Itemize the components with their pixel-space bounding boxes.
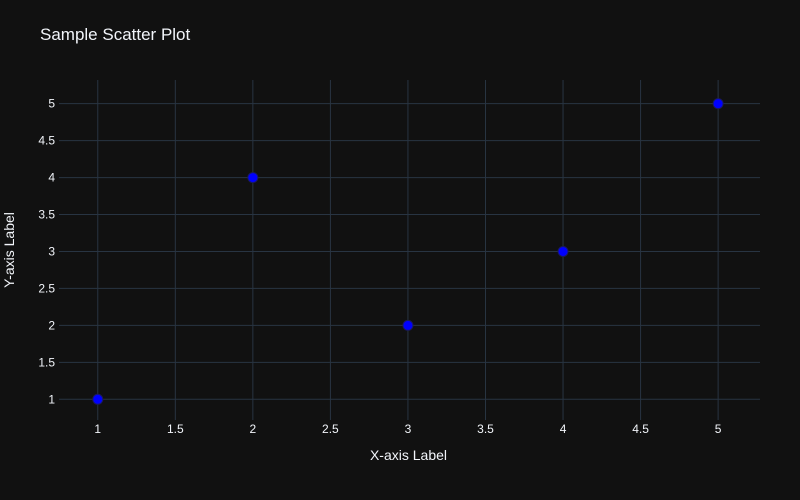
y-tick-label: 5 bbox=[48, 97, 55, 111]
x-gridlines bbox=[97, 80, 719, 420]
y-gridlines bbox=[59, 103, 760, 400]
y-tick-labels: 1 1.5 2 2.5 3 3.5 4 4.5 5 bbox=[38, 97, 55, 407]
x-axis-title: X-axis Label bbox=[370, 447, 447, 463]
data-point bbox=[402, 319, 414, 331]
x-tick-label: 5 bbox=[715, 422, 722, 436]
x-tick-label: 4 bbox=[560, 422, 567, 436]
x-tick-label: 4.5 bbox=[632, 422, 649, 436]
x-tick-label: 1.5 bbox=[167, 422, 184, 436]
data-points bbox=[92, 98, 724, 405]
x-tick-label: 3.5 bbox=[477, 422, 494, 436]
x-tick-label: 1 bbox=[94, 422, 101, 436]
x-tick-labels: 1 1.5 2 2.5 3 3.5 4 4.5 5 bbox=[94, 422, 721, 436]
chart-title: Sample Scatter Plot bbox=[40, 25, 191, 44]
data-point bbox=[247, 172, 259, 184]
y-tick-label: 3.5 bbox=[38, 208, 55, 222]
x-tick-label: 2 bbox=[250, 422, 257, 436]
y-tick-label: 4.5 bbox=[38, 134, 55, 148]
y-tick-label: 4 bbox=[48, 171, 55, 185]
data-point bbox=[712, 98, 724, 110]
x-tick-label: 2.5 bbox=[322, 422, 339, 436]
x-tick-label: 3 bbox=[405, 422, 412, 436]
data-point bbox=[92, 393, 104, 405]
y-tick-label: 1.5 bbox=[38, 355, 55, 369]
y-tick-label: 3 bbox=[48, 244, 55, 258]
y-tick-label: 2 bbox=[48, 318, 55, 332]
y-axis-title: Y-axis Label bbox=[1, 212, 17, 288]
y-tick-label: 1 bbox=[48, 392, 55, 406]
y-tick-label: 2.5 bbox=[38, 281, 55, 295]
data-point bbox=[557, 245, 569, 257]
